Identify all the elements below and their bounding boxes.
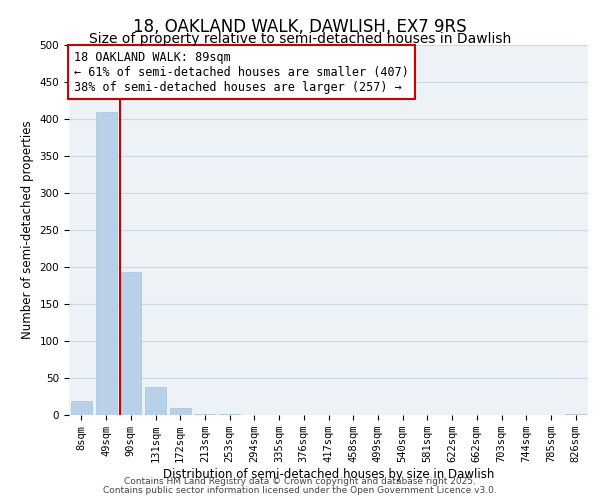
- Bar: [565, 414, 586, 415]
- Y-axis label: Number of semi-detached properties: Number of semi-detached properties: [21, 120, 34, 340]
- Text: 18 OAKLAND WALK: 89sqm
← 61% of semi-detached houses are smaller (407)
38% of se: 18 OAKLAND WALK: 89sqm ← 61% of semi-det…: [74, 50, 409, 94]
- X-axis label: Distribution of semi-detached houses by size in Dawlish: Distribution of semi-detached houses by …: [163, 468, 494, 481]
- Text: 18, OAKLAND WALK, DAWLISH, EX7 9RS: 18, OAKLAND WALK, DAWLISH, EX7 9RS: [133, 18, 467, 36]
- Bar: [194, 414, 215, 415]
- Text: Contains public sector information licensed under the Open Government Licence v3: Contains public sector information licen…: [103, 486, 497, 495]
- Bar: [71, 401, 92, 415]
- Bar: [219, 414, 240, 415]
- Bar: [170, 408, 191, 415]
- Bar: [120, 272, 141, 415]
- Bar: [145, 387, 166, 415]
- Bar: [95, 112, 116, 415]
- Text: Size of property relative to semi-detached houses in Dawlish: Size of property relative to semi-detach…: [89, 32, 511, 46]
- Text: Contains HM Land Registry data © Crown copyright and database right 2025.: Contains HM Land Registry data © Crown c…: [124, 477, 476, 486]
